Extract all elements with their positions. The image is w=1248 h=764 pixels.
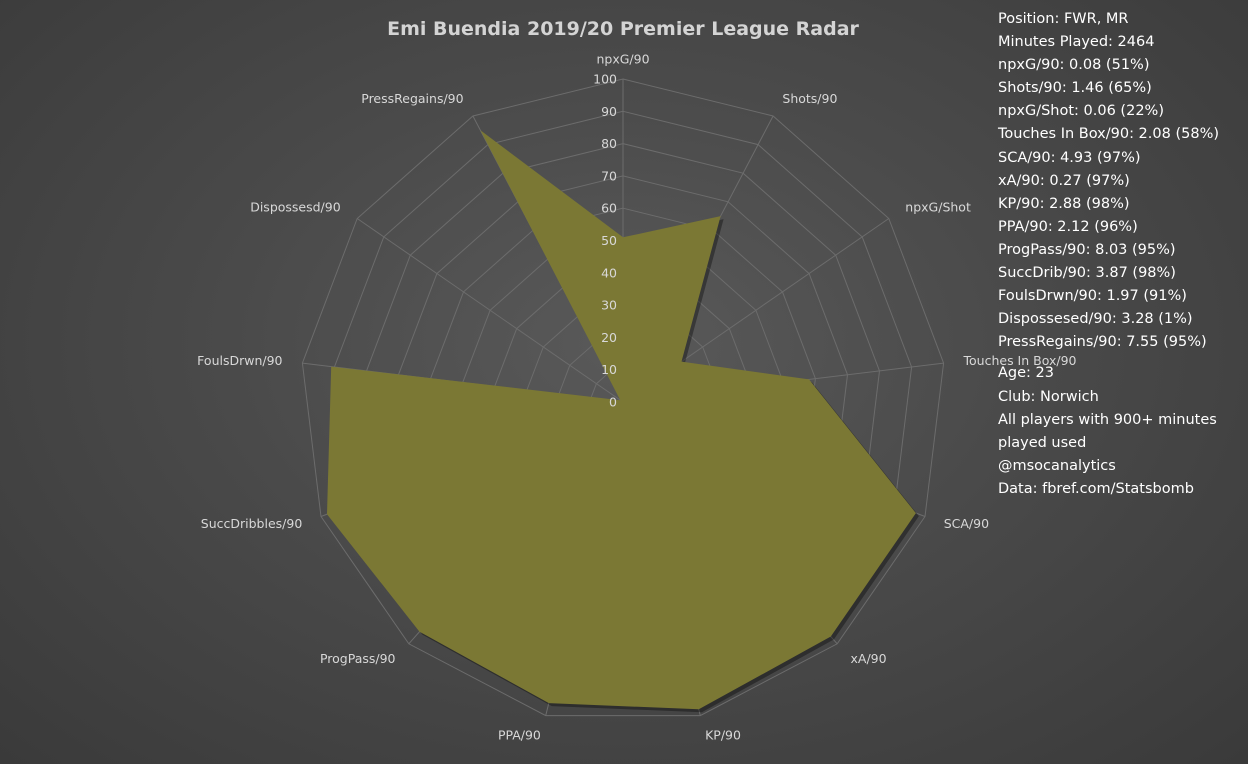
- stat-line: KP/90: 2.88 (98%): [998, 195, 1130, 212]
- stat-line: FoulsDrwn/90: 1.97 (91%): [998, 288, 1187, 305]
- stat-line: xA/90: 0.27 (97%): [998, 172, 1130, 189]
- category-label: npxG/Shot: [905, 200, 971, 215]
- category-label: Touches In Box/90: [963, 353, 1077, 368]
- stat-line: ProgPass/90: 8.03 (95%): [998, 241, 1176, 258]
- category-label: PressRegains/90: [361, 91, 463, 106]
- stat-line: Minutes Played: 2464: [998, 34, 1155, 51]
- stat-line: PressRegains/90: 7.55 (95%): [998, 334, 1207, 351]
- category-labels: npxG/90 Shots/90 npxG/Shot Touches In Box/9…: [197, 52, 1076, 743]
- info-line: Data: fbref.com/Statsbomb: [998, 480, 1194, 497]
- stats-list: Position: FWR, MR Minutes Played: 2464 npx…: [998, 8, 1243, 354]
- category-label: FoulsDrwn/90: [197, 353, 282, 368]
- category-label: ProgPass/90: [320, 651, 396, 666]
- category-label: SCA/90: [944, 516, 989, 531]
- tick-label: 40: [601, 265, 617, 280]
- info-line: played used: [998, 434, 1087, 451]
- category-label: npxG/90: [596, 52, 649, 67]
- stat-line: Dispossesed/90: 3.28 (1%): [998, 311, 1193, 328]
- stat-line: SCA/90: 4.93 (97%): [998, 149, 1141, 166]
- category-label: Shots/90: [782, 91, 837, 106]
- info-line: Club: Norwich: [998, 388, 1099, 405]
- category-label: PPA/90: [498, 728, 541, 743]
- stat-line: Touches In Box/90: 2.08 (58%): [998, 126, 1219, 143]
- info-line: Age: 23: [998, 365, 1054, 382]
- info-list: Age: 23 Club: Norwich All players with 900…: [998, 362, 1243, 501]
- info-line: @msocanalytics: [998, 457, 1116, 474]
- tick-label: 60: [601, 201, 617, 216]
- grid-ring: [301, 78, 945, 717]
- tick-label: 70: [601, 168, 617, 183]
- radar-area-group: [326, 130, 919, 713]
- stat-line: Position: FWR, MR: [998, 11, 1129, 27]
- tick-label: 80: [601, 136, 617, 151]
- stat-line: npxG/90: 0.08 (51%): [998, 57, 1150, 74]
- tick-label: 0: [609, 395, 617, 410]
- tick-label: 30: [601, 298, 617, 313]
- radar-area: [327, 130, 916, 710]
- stat-line: SuccDrib/90: 3.87 (98%): [998, 265, 1176, 282]
- stat-line: npxG/Shot: 0.06 (22%): [998, 103, 1164, 120]
- tick-label: 20: [601, 330, 617, 345]
- tick-label: 100: [593, 72, 617, 87]
- grid-spoke: [356, 218, 624, 403]
- radial-tick-labels: 0 10 20 30 40 50 60 70 80 90 100: [593, 72, 617, 410]
- category-label: Dispossesd/90: [250, 200, 341, 215]
- tick-label: 50: [601, 233, 617, 248]
- category-label: xA/90: [851, 651, 887, 666]
- stat-line: PPA/90: 2.12 (96%): [998, 218, 1138, 235]
- category-label: SuccDribbles/90: [201, 516, 303, 531]
- info-line: All players with 900+ minutes: [998, 411, 1217, 428]
- chart-title: Emi Buendia 2019/20 Premier League Radar: [387, 18, 859, 40]
- tick-label: 90: [601, 104, 617, 119]
- stats-panel: Position: FWR, MR Minutes Played: 2464 npx…: [998, 8, 1243, 501]
- stat-line: Shots/90: 1.46 (65%): [998, 80, 1152, 97]
- category-label: KP/90: [705, 728, 741, 743]
- tick-label: 10: [601, 362, 617, 377]
